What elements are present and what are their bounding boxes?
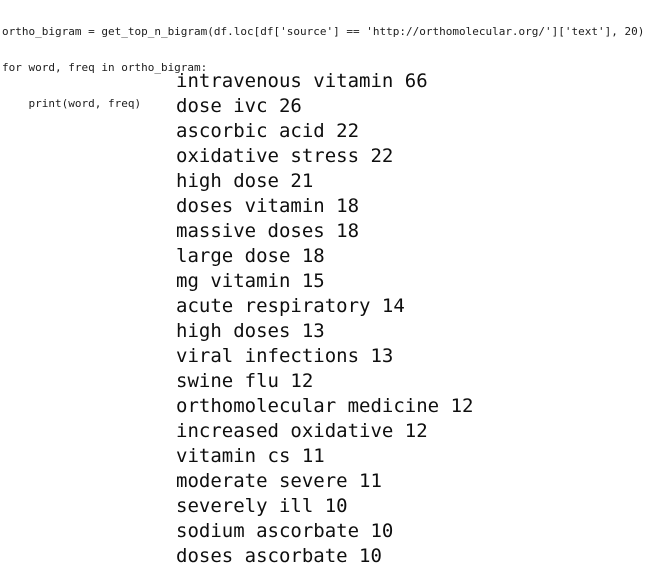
bigram-word: massive doses <box>176 220 325 242</box>
bigram-row: vitamin cs 11 <box>176 444 473 469</box>
bigram-word: ascorbic acid <box>176 120 325 142</box>
bigram-row: sodium ascorbate 10 <box>176 519 473 544</box>
bigram-row: doses ascorbate 10 <box>176 544 473 569</box>
bigram-row: swine flu 12 <box>176 369 473 394</box>
bigram-freq: 18 <box>336 195 360 217</box>
bigram-row: large dose 18 <box>176 244 473 269</box>
bigram-row: high dose 21 <box>176 169 473 194</box>
bigram-row: intravenous vitamin 66 <box>176 69 473 94</box>
bigram-freq: 66 <box>404 70 428 92</box>
bigram-word: vitamin cs <box>176 445 291 467</box>
bigram-word: sodium ascorbate <box>176 520 360 542</box>
bigram-output-list: intravenous vitamin 66 dose ivc 26 ascorbi… <box>176 69 473 569</box>
bigram-row: oxidative stress 22 <box>176 144 473 169</box>
bigram-word: acute respiratory <box>176 295 371 317</box>
bigram-freq: 21 <box>290 170 314 192</box>
bigram-freq: 22 <box>370 145 394 167</box>
bigram-freq: 12 <box>290 370 314 392</box>
bigram-freq: 22 <box>336 120 360 142</box>
bigram-word: viral infections <box>176 345 360 367</box>
bigram-row: dose ivc 26 <box>176 94 473 119</box>
bigram-word: intravenous vitamin <box>176 70 394 92</box>
bigram-row: acute respiratory 14 <box>176 294 473 319</box>
bigram-word: dose ivc <box>176 95 268 117</box>
bigram-word: high dose <box>176 170 279 192</box>
bigram-row: high doses 13 <box>176 319 473 344</box>
code-line: print(word, freq) <box>2 97 142 110</box>
bigram-freq: 14 <box>381 295 405 317</box>
bigram-row: severely ill 10 <box>176 494 473 519</box>
bigram-word: large dose <box>176 245 291 267</box>
bigram-freq: 12 <box>450 395 474 417</box>
code-line: for word, freq in ortho_bigram: <box>2 61 208 74</box>
bigram-freq: 18 <box>336 220 360 242</box>
bigram-freq: 18 <box>301 245 325 267</box>
bigram-word: increased oxidative <box>176 420 394 442</box>
bigram-row: orthomolecular medicine 12 <box>176 394 473 419</box>
bigram-freq: 15 <box>301 270 325 292</box>
bigram-row: mg vitamin 15 <box>176 269 473 294</box>
bigram-freq: 11 <box>359 470 382 492</box>
bigram-word: mg vitamin <box>176 270 291 292</box>
bigram-freq: 13 <box>301 320 325 342</box>
bigram-word: high doses <box>176 320 291 342</box>
bigram-word: swine flu <box>176 370 279 392</box>
bigram-row: viral infections 13 <box>176 344 473 369</box>
code-block: ortho_bigram = get_top_n_bigram(df.loc[d… <box>2 2 644 134</box>
bigram-row: massive doses 18 <box>176 219 473 244</box>
bigram-freq: 12 <box>404 420 428 442</box>
bigram-row: moderate severe 11 <box>176 469 473 494</box>
bigram-row: doses vitamin 18 <box>176 194 473 219</box>
bigram-freq: 10 <box>359 545 382 567</box>
bigram-row: increased oxidative 12 <box>176 419 473 444</box>
bigram-word: orthomolecular medicine <box>176 395 440 417</box>
bigram-word: severely ill <box>176 495 314 517</box>
bigram-word: moderate severe <box>176 470 348 492</box>
bigram-freq: 13 <box>370 345 394 367</box>
bigram-freq: 26 <box>278 95 302 117</box>
bigram-freq: 11 <box>301 445 325 467</box>
bigram-word: doses ascorbate <box>176 545 348 567</box>
bigram-word: doses vitamin <box>176 195 325 217</box>
bigram-word: oxidative stress <box>176 145 360 167</box>
bigram-freq: 10 <box>324 495 348 517</box>
bigram-freq: 10 <box>370 520 394 542</box>
bigram-row: ascorbic acid 22 <box>176 119 473 144</box>
code-line: ortho_bigram = get_top_n_bigram(df.loc[d… <box>2 25 645 38</box>
